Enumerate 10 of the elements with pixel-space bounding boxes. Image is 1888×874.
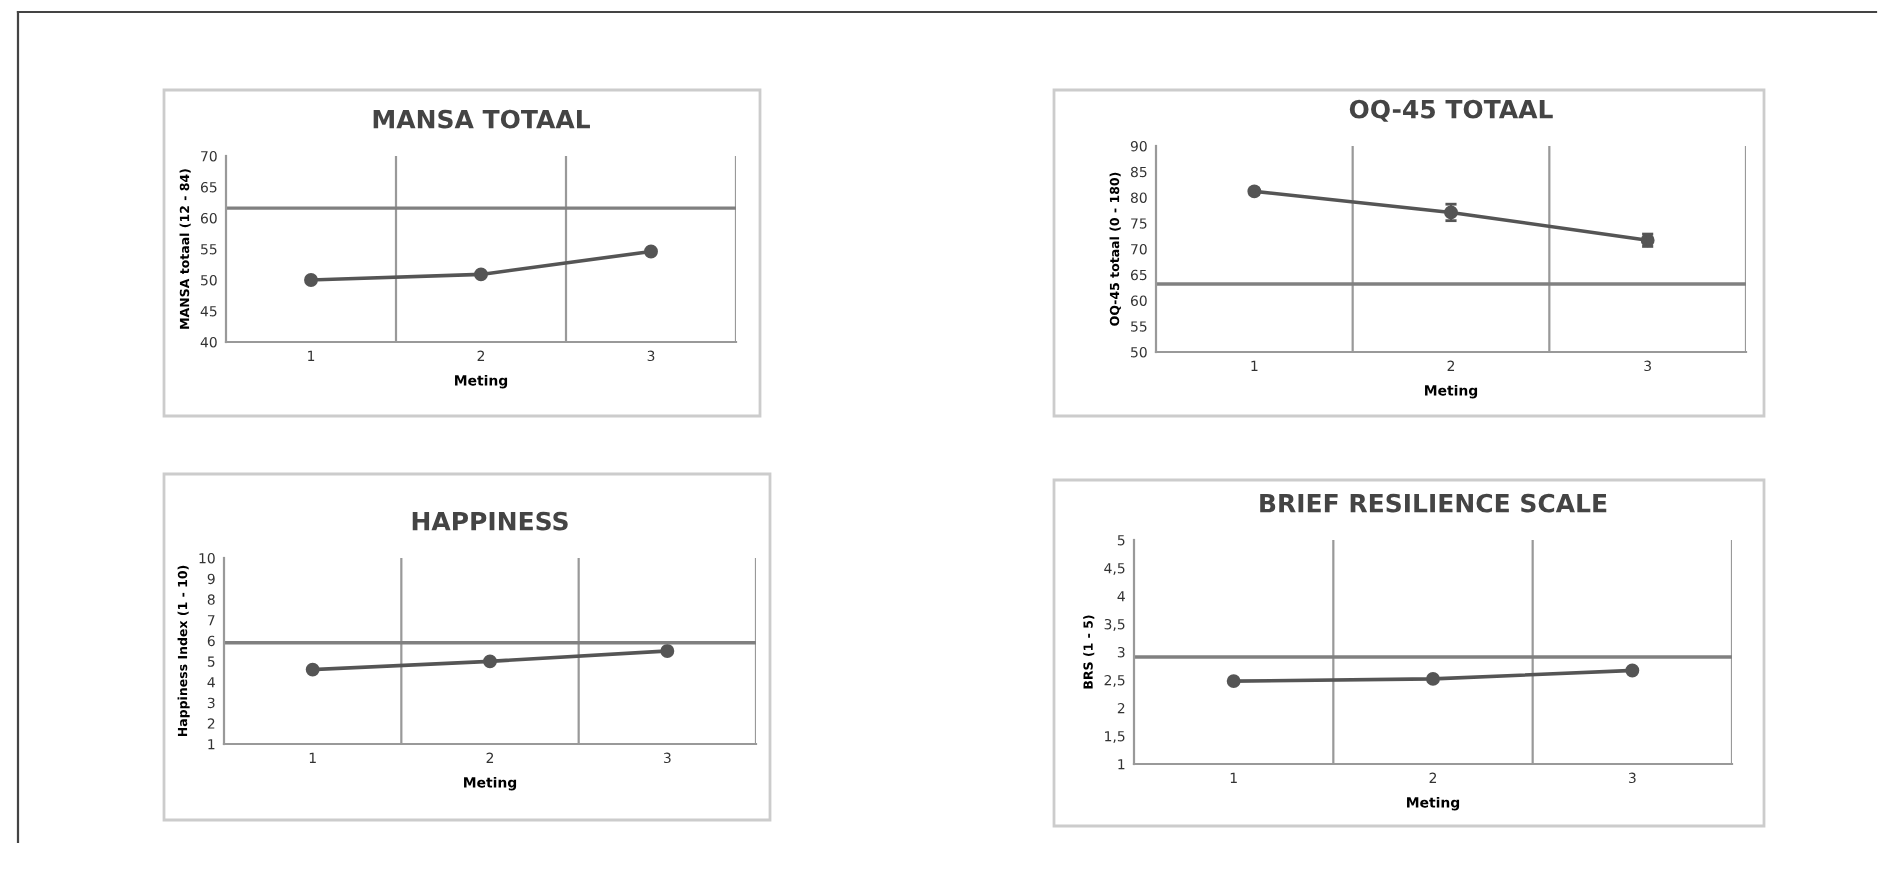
chart-title: MANSA TOTAAL xyxy=(373,109,590,129)
chart-title: HAPPINESS xyxy=(412,511,568,531)
point xyxy=(474,267,488,282)
chart-title: OQ-45 TOTAAL xyxy=(1349,99,1553,122)
point xyxy=(644,244,658,259)
point xyxy=(660,644,675,658)
point xyxy=(305,662,320,677)
point xyxy=(483,654,497,669)
chart-title: BRIEF RESILIENCE SCALE xyxy=(1260,493,1607,513)
point xyxy=(304,273,318,287)
